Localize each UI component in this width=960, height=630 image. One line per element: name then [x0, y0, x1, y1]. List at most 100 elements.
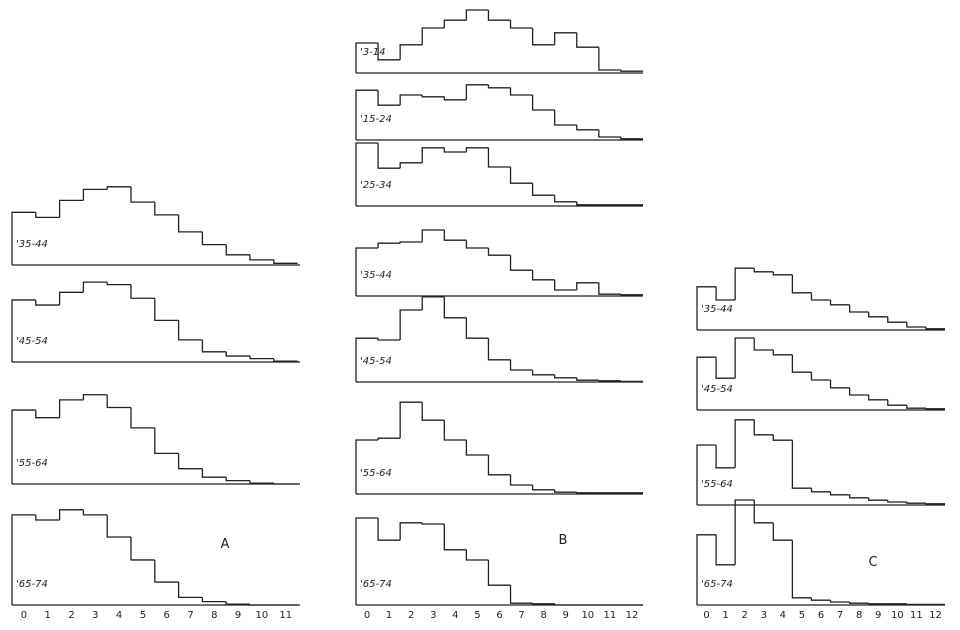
histogram-step [598, 380, 621, 382]
histogram-step [421, 27, 445, 45]
histogram-step [715, 357, 736, 379]
histogram-step [696, 356, 717, 410]
histogram-step [554, 603, 577, 606]
series-label: '25-34 [360, 180, 392, 191]
histogram-step [531, 485, 555, 491]
histogram-step [225, 601, 251, 605]
histogram-step [465, 84, 489, 100]
histogram-step [443, 524, 467, 551]
histogram-step [829, 491, 850, 496]
histogram-step [82, 188, 108, 201]
histogram-step [58, 199, 84, 218]
x-tick-label: 8 [540, 610, 546, 621]
histogram-step [696, 444, 717, 505]
histogram-step [399, 401, 423, 439]
histogram-step [465, 440, 489, 456]
histogram-step [82, 509, 108, 516]
histogram-step [58, 509, 84, 520]
histogram-step [576, 32, 599, 48]
histogram-step [58, 399, 84, 418]
histogram-step [925, 327, 945, 330]
histogram-step [753, 500, 774, 524]
histogram-step [377, 143, 401, 169]
histogram-step [620, 70, 643, 72]
series-label: '3-14 [360, 47, 385, 58]
histogram-step [810, 488, 831, 493]
histogram-step [225, 244, 251, 256]
histogram-step [753, 338, 774, 351]
histogram-step [829, 380, 850, 389]
histogram-step [355, 247, 379, 296]
histogram-step [399, 309, 423, 340]
x-tick-label: 9 [875, 610, 881, 621]
histogram-step [443, 230, 467, 241]
histogram-step [355, 439, 379, 494]
histogram-step [487, 10, 511, 21]
histogram-step [399, 162, 423, 169]
histogram-step [177, 214, 203, 233]
histogram-step [487, 338, 511, 361]
histogram-step [531, 603, 555, 605]
x-tick-label: 1 [386, 610, 392, 621]
histogram-step [868, 603, 888, 605]
histogram-step [443, 96, 467, 101]
histogram-step [848, 494, 869, 499]
histogram-step [810, 597, 831, 601]
histogram-step [772, 350, 793, 356]
histogram-step [82, 394, 108, 400]
histogram-step [106, 282, 132, 286]
histogram-step [791, 354, 812, 373]
series-label: '55-64 [701, 479, 733, 490]
histogram-step [598, 129, 621, 138]
x-tick-label: 9 [235, 610, 241, 621]
series-label: '55-64 [360, 468, 392, 479]
histogram-step [509, 585, 533, 604]
histogram-step [273, 358, 298, 362]
histogram-step [531, 370, 555, 376]
x-tick-label: 11 [910, 610, 923, 621]
histogram-step [201, 231, 227, 246]
histogram-step [35, 212, 60, 219]
histogram-step [620, 137, 643, 140]
panel-title: B [559, 533, 568, 548]
histogram-step [130, 186, 155, 203]
histogram-step [509, 255, 533, 271]
histogram-step [106, 514, 132, 538]
histogram-step [620, 294, 643, 296]
x-tick-label: 4 [780, 610, 786, 621]
histogram-step [887, 399, 907, 406]
histogram-step [734, 419, 755, 468]
x-tick-label: 7 [837, 610, 843, 621]
x-tick-label: 3 [761, 610, 767, 621]
histogram-step [421, 95, 445, 98]
histogram-step [201, 339, 227, 353]
x-tick-label: 5 [140, 610, 146, 621]
series-label: '45-54 [16, 336, 48, 347]
histogram-step [554, 110, 577, 126]
histogram-step [791, 440, 812, 489]
histogram-step [753, 419, 774, 436]
histogram-step [598, 47, 621, 71]
series-label: '55-64 [16, 458, 48, 469]
histogram-step [509, 87, 533, 96]
x-tick-label: 12 [929, 610, 942, 621]
x-tick-label: 7 [187, 610, 193, 621]
histogram-step [377, 437, 401, 440]
histogram-step [11, 409, 36, 484]
histogram-step [465, 147, 489, 152]
histogram-step [35, 514, 60, 521]
x-tick-label: 0 [21, 610, 27, 621]
histogram-step [249, 604, 274, 606]
histogram-step [848, 602, 869, 604]
histogram-step [554, 279, 577, 291]
histogram-step [906, 405, 926, 409]
x-tick-label: 0 [703, 610, 709, 621]
histogram-step [810, 372, 831, 381]
histogram-step [201, 468, 227, 478]
histogram-step [791, 540, 812, 599]
histogram-step [355, 517, 379, 605]
histogram-step [106, 186, 132, 190]
histogram-step [576, 125, 599, 131]
series-label: '35-44 [701, 304, 733, 315]
